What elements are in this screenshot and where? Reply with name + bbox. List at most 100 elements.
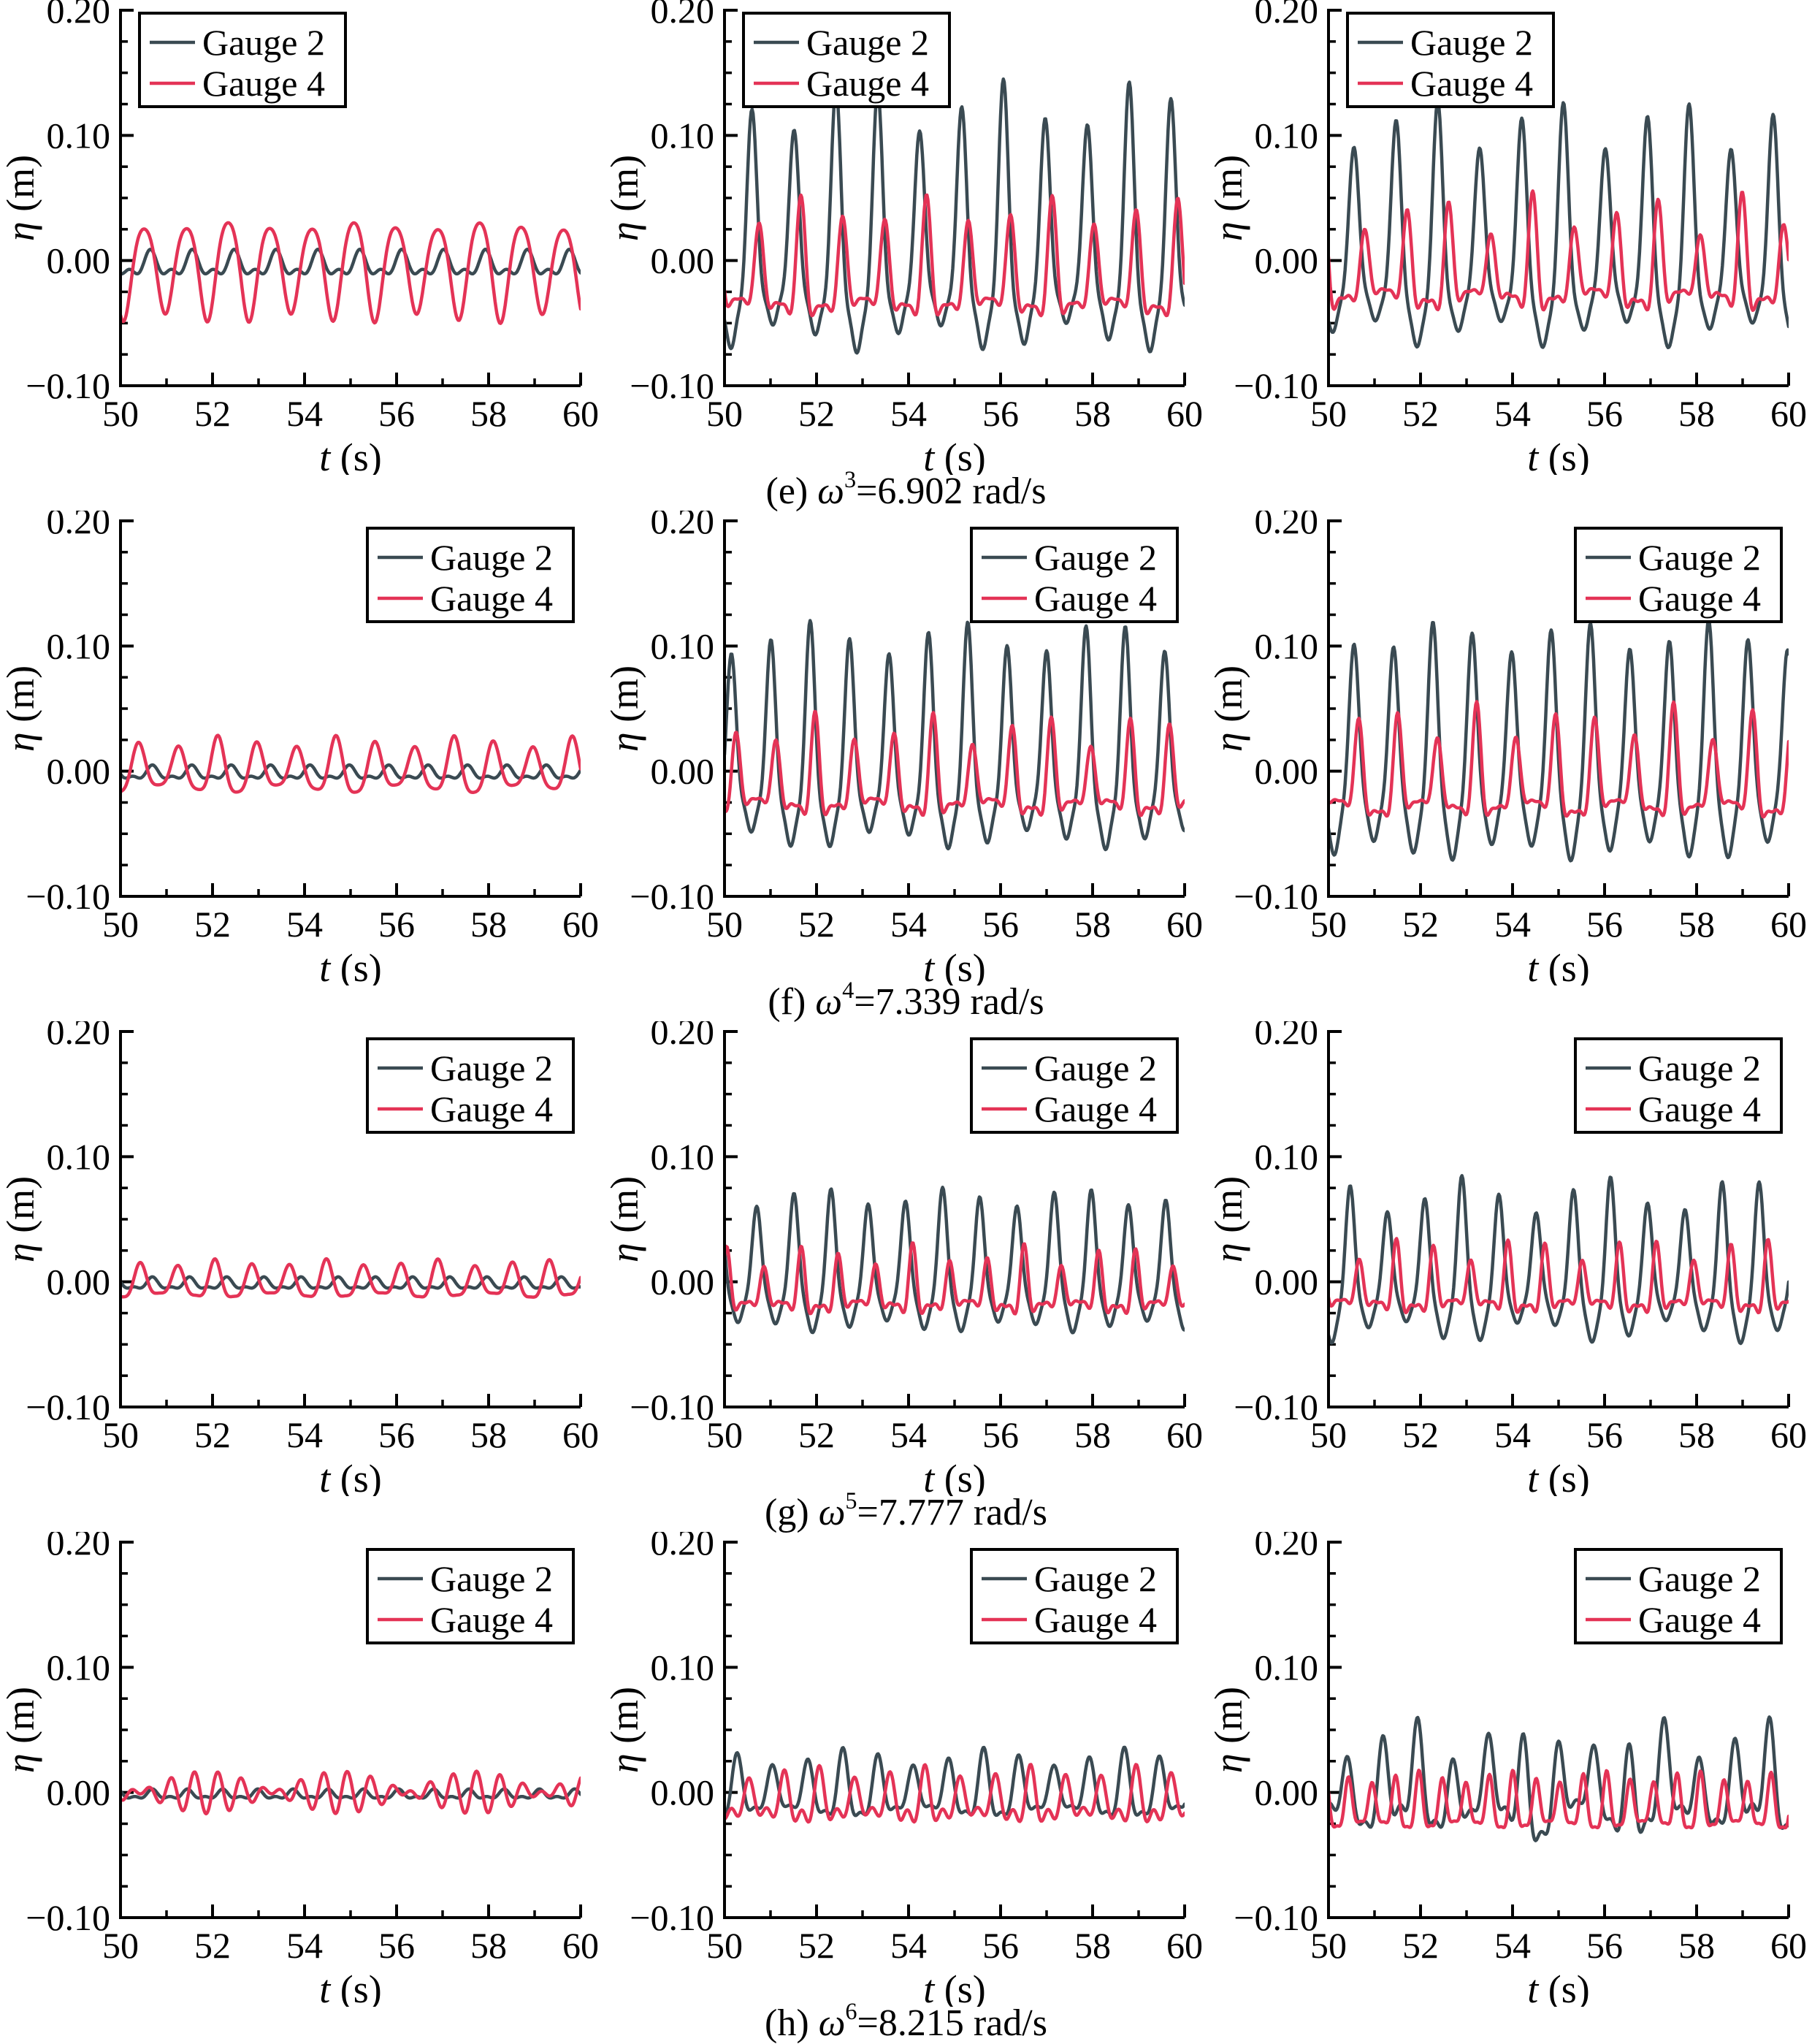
y-tick-label: 0.00 [651, 1262, 715, 1303]
x-tick-label: 58 [470, 393, 507, 434]
caption-label: (f) [768, 981, 816, 1023]
x-tick-label: 50 [1310, 393, 1347, 434]
x-tick-label: 50 [706, 904, 743, 945]
x-axis-title: t (s) [923, 1967, 986, 2007]
legend-label: Gauge 2 [1638, 1558, 1761, 1599]
x-tick-label: 60 [562, 393, 599, 434]
y-tick-label: −0.10 [26, 1387, 110, 1427]
y-tick-label: 0.00 [651, 240, 715, 281]
legend-box [1574, 1548, 1783, 1644]
x-tick-label: 50 [102, 393, 139, 434]
omega-symbol: ω [818, 1492, 846, 1533]
x-axis-title: t (s) [319, 946, 382, 985]
legend-box [970, 527, 1179, 623]
x-tick-label: 56 [1586, 393, 1623, 434]
x-tick-label: 60 [1166, 904, 1203, 945]
y-axis-title: η (m) [0, 666, 42, 752]
x-axis-title: t (s) [1527, 946, 1590, 985]
x-tick-label: 56 [378, 904, 415, 945]
series-line-gauge-4 [726, 709, 1185, 817]
x-axis-title: t (s) [923, 946, 986, 985]
x-tick-label: 56 [982, 393, 1019, 434]
x-tick-label: 52 [1402, 1414, 1439, 1455]
omega-symbol: ω [815, 981, 843, 1023]
x-tick-label: 60 [1770, 393, 1807, 434]
caption-value: =6.902 rad/s [856, 470, 1047, 512]
x-tick-label: 58 [1074, 393, 1111, 434]
x-tick-label: 52 [1402, 904, 1439, 945]
chart-row-f: 0.20 0.10 0.00 −0.10 50 52 54 56 58 60 η (m) t (s) G… [0, 511, 1812, 985]
x-tick-label: 58 [1678, 1414, 1715, 1455]
x-tick-label: 60 [1770, 1925, 1807, 1966]
panel-g-middle: 0.20 0.10 0.00 −0.10 50 52 54 56 58 60 η (m) t (s) G… [604, 1021, 1208, 1496]
x-tick-label: 52 [194, 393, 231, 434]
x-tick-label: 60 [562, 1925, 599, 1966]
caption-label: (g) [765, 1492, 819, 1533]
panel-f-right: 0.20 0.10 0.00 −0.10 50 52 54 56 58 60 η (m) t (s) G… [1208, 511, 1812, 985]
legend-label: Gauge 4 [1638, 1599, 1761, 1640]
y-tick-label: 0.00 [1255, 240, 1319, 281]
y-tick-label: 0.10 [47, 1647, 111, 1688]
x-tick-label: 50 [1310, 904, 1347, 945]
y-tick-label: 0.20 [1255, 1021, 1319, 1052]
panel-h-right: 0.20 0.10 0.00 −0.10 50 52 54 56 58 60 η (m) t (s) G… [1208, 1532, 1812, 2007]
omega-symbol: ω [818, 2002, 846, 2044]
x-tick-label: 52 [1402, 393, 1439, 434]
series-line-gauge-2 [1330, 99, 1789, 350]
x-tick-label: 56 [1586, 1414, 1623, 1455]
x-tick-label: 56 [1586, 904, 1623, 945]
y-axis-title: η (m) [1208, 1176, 1250, 1262]
legend-label: Gauge 4 [1034, 1599, 1157, 1640]
y-tick-label: −0.10 [630, 876, 714, 917]
y-tick-label: 0.10 [1255, 1647, 1319, 1688]
x-tick-label: 50 [102, 904, 139, 945]
y-tick-label: 0.10 [47, 1136, 111, 1177]
x-tick-label: 56 [378, 1925, 415, 1966]
y-tick-label: 0.00 [651, 1772, 715, 1813]
legend-label: Gauge 2 [1034, 537, 1157, 578]
x-tick-label: 58 [1678, 1925, 1715, 1966]
x-tick-label: 58 [470, 904, 507, 945]
y-tick-label: 0.00 [47, 1772, 111, 1813]
series-line-gauge-4 [726, 1241, 1185, 1316]
x-tick-label: 56 [982, 1414, 1019, 1455]
x-tick-label: 52 [1402, 1925, 1439, 1966]
y-tick-label: −0.10 [26, 876, 110, 917]
chart-row-h: 0.20 0.10 0.00 −0.10 50 52 54 56 58 60 η (m) t (s) G… [0, 1532, 1812, 2007]
y-tick-label: 0.10 [47, 625, 111, 666]
series-line-gauge-4 [726, 1763, 1185, 1824]
series-line-gauge-2 [726, 77, 1185, 355]
x-tick-label: 50 [706, 1414, 743, 1455]
legend-label: Gauge 2 [806, 22, 929, 63]
y-tick-label: 0.20 [1255, 511, 1319, 541]
y-tick-label: 0.20 [651, 511, 715, 541]
x-tick-label: 52 [798, 1414, 835, 1455]
caption-e: (e) ω 3 =6.902 rad/s [765, 465, 1047, 512]
y-tick-label: 0.20 [651, 0, 715, 31]
y-tick-label: −0.10 [26, 365, 110, 406]
legend-label: Gauge 4 [1638, 1088, 1761, 1129]
series-line-gauge-4 [122, 733, 581, 794]
x-tick-label: 50 [102, 1925, 139, 1966]
y-tick-label: −0.10 [1234, 365, 1318, 406]
y-tick-label: 0.00 [47, 1262, 111, 1303]
y-axis-title: η (m) [604, 155, 646, 241]
y-tick-label: −0.10 [1234, 1897, 1318, 1938]
x-tick-label: 52 [194, 1925, 231, 1966]
x-tick-label: 50 [706, 393, 743, 434]
y-tick-label: 0.00 [651, 751, 715, 792]
legend-box [366, 1548, 575, 1644]
x-tick-label: 54 [890, 393, 927, 434]
